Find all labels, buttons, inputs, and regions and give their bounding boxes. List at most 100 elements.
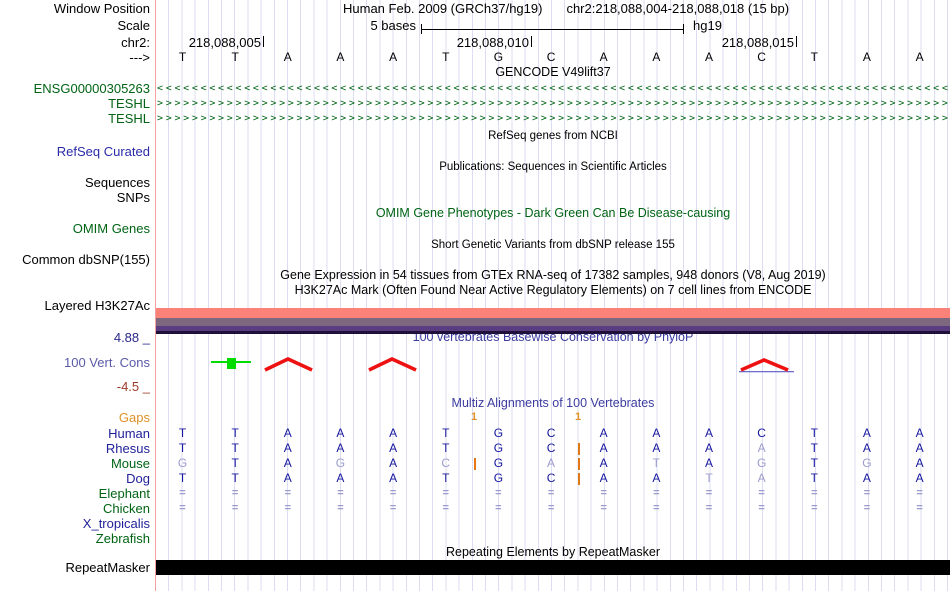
track-label-chr2: chr2: bbox=[121, 35, 150, 50]
align-base-mouse: T bbox=[810, 456, 818, 470]
track-title-gencode-v49lift37[interactable]: GENCODE V49lift37 bbox=[495, 65, 611, 79]
align-equals-chicken: = bbox=[231, 502, 239, 514]
scale-ruler-right-tick bbox=[683, 24, 684, 34]
track-title-refseq-genes-from-ncbi[interactable]: RefSeq genes from NCBI bbox=[488, 130, 618, 142]
track-label-teshl[interactable]: TESHL bbox=[108, 96, 150, 111]
track-label-teshl[interactable]: TESHL bbox=[108, 111, 150, 126]
align-base-mouse: C bbox=[441, 456, 451, 470]
align-equals-elephant: = bbox=[758, 487, 765, 499]
gene-item-teshl[interactable]: >>>>>>>>>>>>>>>>>>>>>>>>>>>>>>>>>>>>>>>>… bbox=[157, 98, 949, 109]
repeatmasker-bar[interactable] bbox=[156, 560, 950, 575]
track-label-zebrafish[interactable]: Zebrafish bbox=[95, 531, 150, 546]
conservation-red-hat bbox=[740, 358, 789, 372]
track-label-elephant[interactable]: Elephant bbox=[98, 486, 150, 501]
track-label-layered-h3k27ac[interactable]: Layered H3K27Ac bbox=[44, 298, 150, 313]
sequence-base: A bbox=[283, 50, 292, 64]
genome-label: hg19 bbox=[693, 18, 722, 33]
track-label-repeatmasker[interactable]: RepeatMasker bbox=[65, 560, 150, 575]
align-base-rhesus: G bbox=[493, 441, 504, 455]
align-base-rhesus: T bbox=[810, 441, 818, 455]
align-equals-chicken: = bbox=[705, 502, 713, 514]
align-base-dog: A bbox=[599, 471, 608, 485]
track-label-snps[interactable]: SNPs bbox=[116, 190, 150, 205]
sequence-base: C bbox=[757, 50, 766, 64]
align-equals-chicken: = bbox=[863, 502, 871, 514]
h3k27ac-layer-0[interactable] bbox=[156, 308, 950, 318]
align-base-human: A bbox=[915, 426, 924, 440]
track-label-x-tropicalis[interactable]: X_tropicalis bbox=[82, 516, 150, 531]
track-label-human[interactable]: Human bbox=[108, 426, 150, 441]
track-title-short-genetic-variants-from-dbsnp-releas[interactable]: Short Genetic Variants from dbSNP releas… bbox=[431, 239, 675, 251]
track-label-4-88: 4.88 _ bbox=[113, 330, 150, 345]
track-title-gene-expression-in-54-tissues-from-gtex-[interactable]: Gene Expression in 54 tissues from GTEx … bbox=[280, 268, 826, 282]
scale-ruler-left-tick bbox=[421, 24, 422, 34]
align-base-mouse: A bbox=[599, 456, 608, 470]
align-base-dog: A bbox=[862, 471, 871, 485]
align-equals-chicken: = bbox=[758, 502, 765, 514]
align-base-rhesus: A bbox=[389, 441, 398, 455]
align-equals-elephant: = bbox=[863, 487, 871, 499]
align-equals-chicken: = bbox=[337, 502, 344, 514]
align-base-human: C bbox=[757, 426, 766, 440]
insertion-bar-mouse bbox=[578, 458, 580, 470]
track-label-100-vert-cons[interactable]: 100 Vert. Cons bbox=[64, 355, 150, 370]
align-equals-chicken: = bbox=[389, 502, 397, 514]
track-label-omim-genes[interactable]: OMIM Genes bbox=[72, 221, 150, 236]
track-label-ensg00000305263[interactable]: ENSG00000305263 bbox=[33, 81, 150, 96]
track-label-dog[interactable]: Dog bbox=[126, 471, 150, 486]
align-equals-chicken: = bbox=[811, 502, 818, 514]
align-equals-chicken: = bbox=[916, 502, 923, 514]
align-base-human: T bbox=[231, 426, 239, 440]
h3k27ac-layer-3[interactable] bbox=[156, 331, 950, 334]
insertion-bar-rhesus bbox=[578, 443, 580, 455]
gene-item-teshl[interactable]: >>>>>>>>>>>>>>>>>>>>>>>>>>>>>>>>>>>>>>>>… bbox=[157, 113, 949, 124]
track-label-chicken[interactable]: Chicken bbox=[103, 501, 150, 516]
align-base-mouse: A bbox=[915, 456, 924, 470]
align-equals-elephant: = bbox=[705, 487, 713, 499]
align-equals-elephant: = bbox=[811, 487, 818, 499]
insertion-bar-mouse bbox=[474, 458, 476, 470]
align-base-dog: T bbox=[178, 471, 187, 485]
align-equals-elephant: = bbox=[231, 487, 239, 499]
align-equals-elephant: = bbox=[653, 487, 660, 499]
align-base-rhesus: T bbox=[178, 441, 187, 455]
track-label-gaps[interactable]: Gaps bbox=[118, 410, 150, 425]
align-equals-elephant: = bbox=[547, 487, 555, 499]
align-base-rhesus: A bbox=[652, 441, 661, 455]
track-label-sequences[interactable]: Sequences bbox=[84, 175, 150, 190]
track-area[interactable]: Human Feb. 2009 (GRCh37/hg19) chr2:218,08… bbox=[155, 0, 950, 591]
align-base-rhesus: A bbox=[862, 441, 871, 455]
track-label-common-dbsnp-155[interactable]: Common dbSNP(155) bbox=[22, 252, 150, 267]
track-title-publications-sequences-in-scientific-art[interactable]: Publications: Sequences in Scientific Ar… bbox=[439, 161, 667, 173]
align-base-human: G bbox=[493, 426, 504, 440]
track-label-refseq-curated[interactable]: RefSeq Curated bbox=[56, 144, 150, 159]
gene-item-ensg00000305263[interactable]: <<<<<<<<<<<<<<<<<<<<<<<<<<<<<<<<<<<<<<<<… bbox=[157, 83, 949, 94]
align-equals-elephant: = bbox=[389, 487, 397, 499]
sequence-base: A bbox=[652, 50, 661, 64]
align-base-human: T bbox=[810, 426, 818, 440]
sequence-base: T bbox=[231, 50, 239, 64]
track-title-omim-gene-phenotypes-dark-green-can-be-d[interactable]: OMIM Gene Phenotypes - Dark Green Can Be… bbox=[375, 206, 731, 220]
gap-count-label: 1 bbox=[470, 411, 478, 423]
ruler-coordinate: 218,088,010 bbox=[456, 35, 529, 50]
align-base-dog: T bbox=[231, 471, 239, 485]
h3k27ac-layer-1[interactable] bbox=[156, 318, 950, 326]
align-base-mouse: G bbox=[493, 456, 504, 470]
conservation-blue-line bbox=[739, 371, 794, 373]
align-base-human: A bbox=[652, 426, 661, 440]
track-label-scale: Scale bbox=[117, 18, 150, 33]
track-title-multiz-alignments-of-100-vertebrates[interactable]: Multiz Alignments of 100 Vertebrates bbox=[451, 396, 655, 410]
align-base-mouse: A bbox=[704, 456, 713, 470]
h3k27ac-layer-2[interactable] bbox=[156, 326, 950, 331]
align-equals-elephant: = bbox=[284, 487, 292, 499]
track-title-h3k27ac-mark-often-found-near-active-reg[interactable]: H3K27Ac Mark (Often Found Near Active Re… bbox=[294, 283, 812, 297]
align-base-rhesus: A bbox=[336, 441, 345, 455]
align-base-human: A bbox=[862, 426, 871, 440]
track-label-mouse[interactable]: Mouse bbox=[110, 456, 150, 471]
track-title-repeating-elements-by-repeatmasker[interactable]: Repeating Elements by RepeatMasker bbox=[445, 545, 660, 559]
conservation-track-graphic[interactable] bbox=[156, 345, 950, 385]
align-base-human: T bbox=[442, 426, 450, 440]
track-label-rhesus[interactable]: Rhesus bbox=[105, 441, 150, 456]
align-base-human: T bbox=[178, 426, 187, 440]
